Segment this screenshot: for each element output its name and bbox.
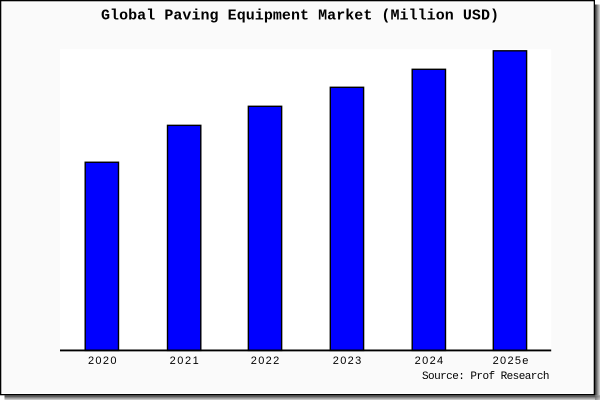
svg-text:2025e: 2025e <box>493 355 529 367</box>
svg-text:2024: 2024 <box>415 355 444 367</box>
svg-text:2023: 2023 <box>333 355 362 367</box>
svg-text:Global Paving Equipment Market: Global Paving Equipment Market (Million … <box>101 7 499 24</box>
svg-text:Source: Prof Research: Source: Prof Research <box>422 371 550 383</box>
svg-text:2021: 2021 <box>170 355 199 367</box>
svg-text:2020: 2020 <box>88 355 117 367</box>
svg-text:2022: 2022 <box>251 355 280 367</box>
